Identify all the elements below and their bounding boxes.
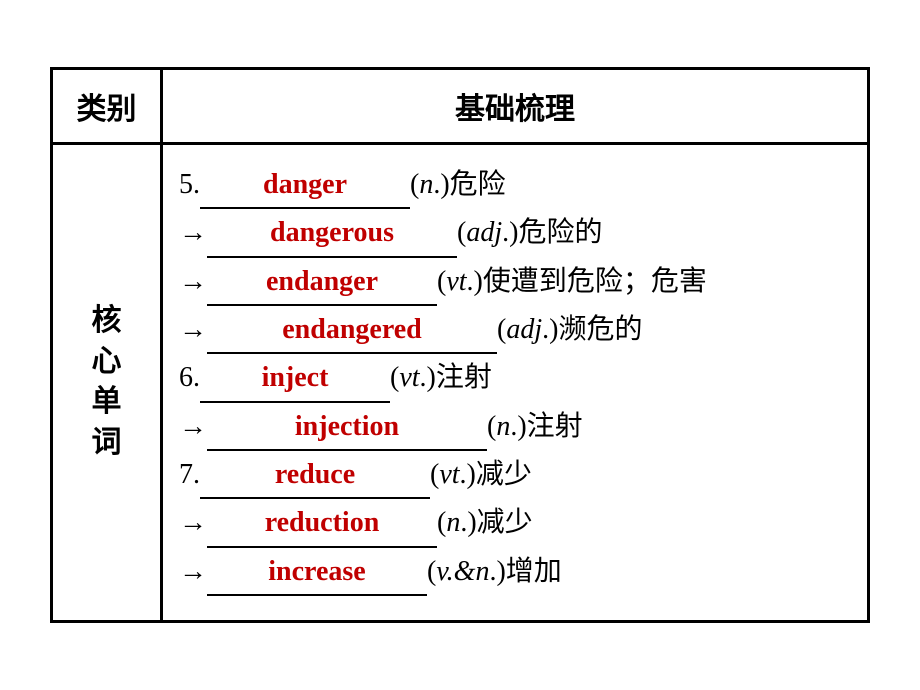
blank: endangered <box>207 308 497 354</box>
after: (n.)减少 <box>437 507 533 538</box>
blank: increase <box>207 550 427 596</box>
answer: reduce <box>275 459 355 490</box>
entry-7-inc: → increase (v.&n.)增加 <box>179 550 851 596</box>
answer: inject <box>262 362 329 393</box>
side-char-1: 核 <box>61 301 152 342</box>
after: (n.)危险 <box>410 169 506 200</box>
lead: → <box>179 217 207 248</box>
blank: dangerous <box>207 211 457 257</box>
content-cell: 5. danger (n.)危险 → dangerous (adj.)危险的 → enda… <box>162 143 869 622</box>
answer: reduction <box>265 507 380 538</box>
answer: injection <box>295 411 399 442</box>
blank: danger <box>200 163 410 209</box>
after: (adj.)危险的 <box>457 217 602 248</box>
lead: 6. <box>179 362 200 393</box>
answer: increase <box>268 556 365 587</box>
entry-7-n: → reduction (n.)减少 <box>179 501 851 547</box>
after: (vt.)注射 <box>390 362 492 393</box>
entry-5-adj: → dangerous (adj.)危险的 <box>179 211 851 257</box>
blank: endanger <box>207 260 437 306</box>
after: (adj.)濒危的 <box>497 314 642 345</box>
entry-7: 7. reduce (vt.)减少 <box>179 453 851 499</box>
lead: 7. <box>179 459 200 490</box>
side-char-2: 心 <box>61 342 152 383</box>
blank: injection <box>207 405 487 451</box>
vocab-table: 类别 基础梳理 核 心 单 词 5. danger (n.)危险 → dangerou… <box>50 67 870 624</box>
lead: → <box>179 314 207 345</box>
entry-5-vt: → endanger (vt.)使遭到危险；危害 <box>179 260 851 306</box>
entry-5-adj2: → endangered (adj.)濒危的 <box>179 308 851 354</box>
lead: → <box>179 411 207 442</box>
after: (v.&n.)增加 <box>427 556 562 587</box>
lead: 5. <box>179 169 200 200</box>
side-label: 核 心 单 词 <box>52 143 162 622</box>
header-row: 类别 基础梳理 <box>52 68 869 143</box>
after: (vt.)减少 <box>430 459 532 490</box>
answer: endanger <box>266 266 378 297</box>
side-char-3: 单 <box>61 382 152 423</box>
entry-5: 5. danger (n.)危险 <box>179 163 851 209</box>
lead: → <box>179 266 207 297</box>
header-main: 基础梳理 <box>162 68 869 143</box>
blank: reduction <box>207 501 437 547</box>
lead: → <box>179 556 207 587</box>
blank: inject <box>200 356 390 402</box>
answer: dangerous <box>270 217 394 248</box>
answer: danger <box>263 169 347 200</box>
entry-6: 6. inject (vt.)注射 <box>179 356 851 402</box>
blank: reduce <box>200 453 430 499</box>
after: (n.)注射 <box>487 411 583 442</box>
entry-6-n: → injection (n.)注射 <box>179 405 851 451</box>
lead: → <box>179 507 207 538</box>
after: (vt.)使遭到危险；危害 <box>437 266 707 297</box>
header-category: 类别 <box>52 68 162 143</box>
body-row: 核 心 单 词 5. danger (n.)危险 → dangerous (adj.)危… <box>52 143 869 622</box>
side-char-4: 词 <box>61 423 152 464</box>
answer: endangered <box>282 314 422 345</box>
